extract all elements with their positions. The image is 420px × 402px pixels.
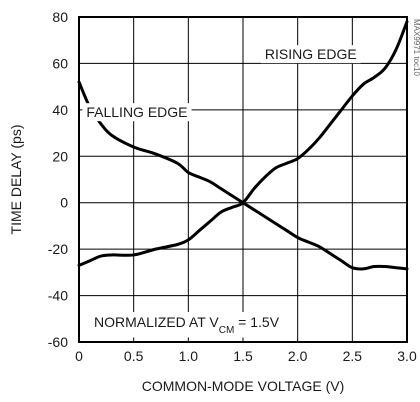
series-label-rising-edge: RISING EDGE <box>265 46 357 62</box>
annotation-background <box>90 312 284 338</box>
series-label-background <box>82 103 192 122</box>
x-tick-label: 3.0 <box>397 348 417 364</box>
x-axis-title: COMMON-MODE VOLTAGE (V) <box>142 378 344 394</box>
grid <box>78 16 408 343</box>
annotation-prefix: NORMALIZED AT V <box>94 314 219 330</box>
y-tick-label: 60 <box>52 55 68 71</box>
plot-frame <box>78 16 408 343</box>
y-tick-label: -40 <box>48 288 68 304</box>
y-tick-label: 80 <box>52 9 68 25</box>
annotation-suffix: = 1.5V <box>234 314 279 330</box>
y-tick-label: -60 <box>48 334 68 350</box>
y-tick-labels: -60 -40 -20 0 20 40 60 80 <box>48 9 68 350</box>
x-tick-labels: 0 0.5 1.0 1.5 2.0 2.5 3.0 <box>75 348 417 364</box>
series-line-falling-edge <box>77 80 409 271</box>
x-tick-label: 2.5 <box>343 348 363 364</box>
x-tick-label: 0 <box>75 348 83 364</box>
y-tick-label: 20 <box>52 148 68 164</box>
series-lines <box>77 20 409 271</box>
series-label-falling-edge: FALLING EDGE <box>86 104 187 120</box>
series-label-background <box>260 45 361 64</box>
y-tick-label: -20 <box>48 241 68 257</box>
series-line-rising-edge <box>77 20 409 267</box>
x-tick-label: 2.0 <box>288 348 308 364</box>
normalization-annotation: NORMALIZED AT VCM = 1.5V <box>94 314 280 336</box>
x-tick-label: 1.0 <box>179 348 199 364</box>
series-labels: RISING EDGE FALLING EDGE <box>82 45 361 122</box>
y-tick-label: 40 <box>52 102 68 118</box>
y-tick-label: 0 <box>60 195 68 211</box>
y-axis-title: TIME DELAY (ps) <box>8 125 24 235</box>
x-tick-label: 1.5 <box>233 348 253 364</box>
annotation-subscript: CM <box>219 325 235 336</box>
watermark: MAX9971 toc10 <box>412 19 420 76</box>
x-tick-label: 0.5 <box>124 348 144 364</box>
